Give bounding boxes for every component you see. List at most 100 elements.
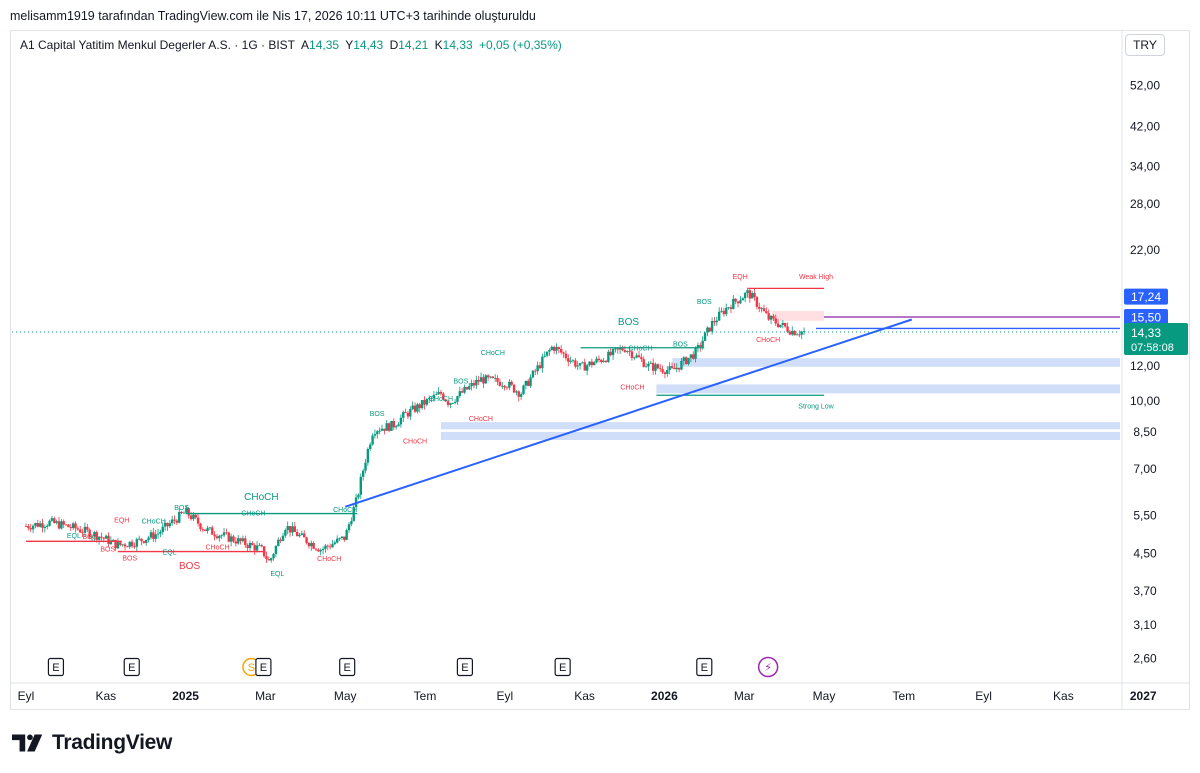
candle-body	[588, 361, 591, 366]
candle-body	[76, 528, 80, 530]
candle-body	[682, 357, 686, 361]
candle-body	[133, 546, 136, 548]
candle-body	[593, 362, 596, 366]
candle-body	[406, 412, 410, 417]
candle-body	[456, 396, 459, 402]
smc-label: CHoCH	[481, 350, 505, 357]
smc-label: CHoCH	[469, 416, 493, 423]
candle-body	[90, 536, 94, 538]
smc-label: Weak High	[799, 274, 833, 281]
candle-body	[168, 523, 172, 527]
candle-body	[112, 539, 115, 541]
candle-body	[392, 420, 396, 428]
smc-label: CHoCH	[241, 510, 265, 517]
candle-body	[27, 526, 30, 529]
tradingview-wordmark: TradingView	[52, 731, 173, 754]
candle-body	[175, 520, 179, 523]
smc-label: BOS	[174, 505, 189, 512]
last-price-value: 14,33	[1131, 326, 1161, 340]
demand-zone	[440, 431, 1121, 441]
candle-body	[114, 539, 117, 549]
candle-body	[93, 532, 96, 537]
candle-body	[383, 428, 386, 431]
candle-body	[512, 384, 516, 393]
candle-body	[300, 533, 304, 535]
candle-body	[699, 345, 702, 347]
candle-body	[611, 349, 615, 356]
candle-body	[637, 355, 641, 358]
candle-body	[585, 365, 589, 371]
candle-body	[312, 543, 315, 549]
candle-body	[272, 554, 275, 559]
candle-body	[501, 385, 504, 387]
candle-body	[746, 290, 749, 294]
candle-body	[673, 367, 676, 370]
candle-body	[493, 377, 497, 379]
earnings-marker-icon	[47, 657, 65, 677]
y-tick-label: 7,00	[1133, 462, 1157, 476]
candle-body	[317, 549, 320, 552]
smc-label: Strong Low	[798, 404, 834, 411]
candle-body	[201, 529, 205, 530]
candle-body	[529, 377, 532, 386]
smc-label: CHoCH	[628, 346, 652, 353]
candle-body	[781, 322, 785, 325]
candle-body	[753, 292, 756, 298]
candle-body	[343, 536, 346, 540]
smc-label: CHoCH	[317, 556, 341, 563]
candle-body	[140, 538, 143, 542]
y-tick-label: 2,60	[1133, 652, 1157, 666]
candle-body	[291, 526, 294, 533]
currency-button[interactable]: TRY	[1125, 34, 1165, 56]
candle-body	[576, 365, 579, 367]
candle-body	[288, 526, 292, 533]
candle-body	[41, 523, 44, 528]
candle-body	[743, 293, 747, 299]
future-event-marker-label: ⚡	[764, 661, 772, 674]
x-tick-label: 2025	[172, 689, 199, 703]
candle-body	[703, 332, 707, 341]
earnings-marker-label: E	[344, 662, 351, 674]
smc-label: BOS	[122, 556, 137, 563]
candle-body	[418, 404, 421, 409]
demand-zone	[440, 422, 1121, 430]
tradingview-brand: TradingView	[12, 731, 172, 755]
candle-body	[274, 545, 278, 555]
candle-body	[71, 523, 75, 528]
candle-body	[623, 350, 627, 352]
candle-body	[708, 327, 711, 332]
candle-body	[192, 514, 195, 520]
candle-body	[135, 539, 139, 547]
smc-label: CHoCH	[244, 492, 278, 503]
candle-body	[357, 494, 360, 498]
tradingview-logo-icon	[12, 734, 43, 752]
price-axis-badge	[1124, 288, 1168, 305]
candle-body	[439, 391, 443, 394]
candle-body	[340, 536, 344, 538]
candle-body	[423, 400, 426, 405]
candle-body	[83, 526, 87, 533]
demand-zone	[772, 310, 824, 321]
candle-body	[458, 391, 462, 397]
symbol-title[interactable]: A1 Capital Yatitim Menkul Degerler A.S. …	[20, 38, 295, 52]
candle-body	[402, 412, 405, 418]
candle-body	[569, 360, 572, 362]
candle-body	[57, 521, 61, 529]
candle-body	[696, 345, 700, 349]
candle-body	[67, 524, 70, 528]
candle-body	[326, 545, 329, 547]
candle-body	[767, 313, 770, 320]
candle-body	[159, 532, 162, 534]
candle-body	[156, 533, 160, 535]
low-value: 14,21	[398, 38, 429, 52]
candle-body	[508, 381, 511, 388]
candle-body	[534, 370, 537, 372]
candle-body	[411, 405, 414, 410]
price-axis-badge-label: 15,50	[1131, 311, 1161, 325]
candle-body	[760, 308, 763, 310]
candle-body	[706, 327, 709, 333]
candle-body	[470, 382, 473, 387]
smc-label: BOS	[618, 317, 639, 328]
candle-body	[503, 385, 506, 388]
